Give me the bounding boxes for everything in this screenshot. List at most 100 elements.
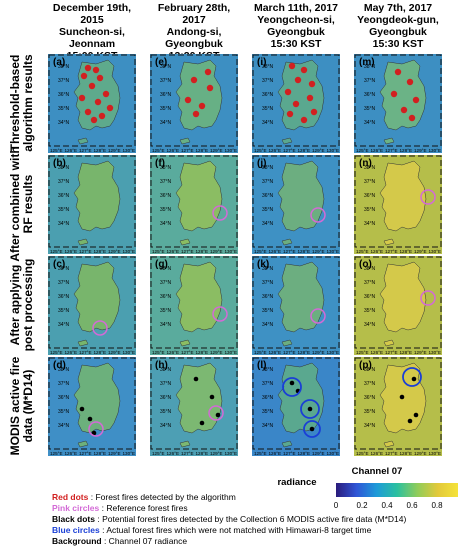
lat-tick-label: 34°N (262, 322, 274, 328)
korea-map: 38°N 37°N 36°N 35°N 34°N 125°E 126°E 127°E 128°E… (252, 155, 340, 254)
lon-tick-label: 129°E (210, 249, 223, 254)
peninsula-outline (277, 160, 325, 232)
lat-tick-label: 34°N (364, 120, 376, 126)
column-header-2: February 28th, 2017 Andong-si, Gyeongbuk… (150, 2, 238, 62)
panel-frame (150, 155, 238, 248)
korea-map: 38°N 37°N 36°N 35°N 34°N 125°E 126°E 127°E 128°E… (48, 54, 136, 153)
lon-tick-label: 126°E (65, 148, 78, 153)
lon-tick-label: 126°E (167, 350, 180, 355)
lon-tick-label: 130°E (225, 451, 238, 456)
korea-map: 38°N 37°N 36°N 35°N 34°N 125°E 126°E 127°E 128°E… (48, 256, 136, 355)
map-panel: 38°N 37°N 36°N 35°N 34°N 125°E 126°E 127°E 128°E… (150, 54, 238, 153)
column-region: Gyeongbuk (369, 26, 427, 38)
fire-detection-dot (92, 66, 100, 74)
lat-tick-label: 34°N (262, 120, 274, 126)
lon-tick-label: 126°E (269, 148, 282, 153)
fire-detection-dot (294, 76, 302, 84)
map-panel: 38°N 37°N 36°N 35°N 34°N 125°E 126°E 127°E 128°E… (48, 357, 136, 456)
map-panel: 38°N 37°N 36°N 35°N 34°N 125°E 126°E 127°E 128°E… (354, 54, 442, 153)
lat-tick-label: 37°N (58, 381, 70, 387)
lat-tick-label: 35°N (262, 106, 274, 112)
lon-tick-label: 130°E (327, 148, 340, 153)
fire-detection-dot (94, 98, 102, 106)
lon-tick-label: 126°E (65, 350, 78, 355)
reference-fire-circle (420, 189, 436, 205)
jeju-outline (281, 339, 293, 347)
lon-tick-label: 130°E (123, 148, 136, 153)
lat-tick-label: 35°N (58, 409, 70, 415)
reference-fire-circle (208, 405, 224, 421)
lon-tick-label: 126°E (65, 451, 78, 456)
colorbar-title-2: radiance (262, 477, 332, 488)
panel-label: (c) (53, 259, 66, 270)
lon-tick-label: 129°E (414, 451, 427, 456)
lat-tick-label: 34°N (160, 423, 172, 429)
legend-line-5: Background : Channel 07 radiance (52, 536, 187, 546)
column-place: Yeongcheon-si, (257, 14, 335, 26)
lon-tick-label: 130°E (327, 350, 340, 355)
jeju-outline (179, 137, 191, 145)
map-panel: 38°N 37°N 36°N 35°N 34°N 125°E 126°E 127°E 128°E… (252, 357, 340, 456)
lon-tick-label: 126°E (65, 249, 78, 254)
fire-detection-dot (284, 88, 292, 96)
fire-detection-dot (84, 64, 92, 72)
legend-key: Pink circles (52, 503, 100, 513)
modis-fire-dot (193, 376, 199, 382)
korea-map: 38°N 37°N 36°N 35°N 34°N 125°E 126°E 127°E 128°E… (354, 155, 442, 254)
fire-detection-dot (308, 80, 316, 88)
lon-tick-label: 127°E (283, 350, 296, 355)
map-panel: 38°N 37°N 36°N 35°N 34°N 125°E 126°E 127°E 128°E… (48, 256, 136, 355)
fire-detection-dot (98, 112, 106, 120)
lon-tick-label: 128°E (196, 451, 209, 456)
modis-fire-dot (413, 412, 419, 418)
lat-tick-label: 38°N (160, 266, 172, 272)
fire-detection-dot (192, 110, 200, 118)
jeju-outline (383, 339, 395, 347)
fire-detection-dot (184, 96, 192, 104)
lat-tick-label: 36°N (262, 294, 274, 300)
lon-tick-label: 128°E (94, 148, 107, 153)
lon-tick-label: 127°E (283, 451, 296, 456)
lat-tick-label: 38°N (364, 367, 376, 373)
panel-label: (k) (257, 259, 270, 270)
lat-tick-label: 38°N (160, 367, 172, 373)
lon-tick-label: 128°E (196, 249, 209, 254)
lat-tick-label: 35°N (262, 308, 274, 314)
lat-tick-label: 34°N (58, 423, 70, 429)
peninsula-outline (379, 59, 427, 131)
jeju-outline (383, 440, 395, 448)
lon-tick-label: 125°E (254, 350, 267, 355)
fire-detection-dot (406, 78, 414, 86)
column-header-4: May 7th, 2017 Yeongdeok-gun, Gyeongbuk 1… (354, 2, 442, 50)
lat-tick-label: 36°N (364, 92, 376, 98)
lon-tick-label: 130°E (429, 249, 442, 254)
reference-fire-circle (310, 308, 326, 324)
row-label-text: RF results (21, 174, 35, 234)
lat-tick-label: 37°N (160, 179, 172, 185)
jeju-outline (77, 137, 89, 145)
lon-tick-label: 129°E (312, 148, 325, 153)
lon-tick-label: 125°E (152, 350, 165, 355)
lon-tick-label: 126°E (167, 451, 180, 456)
jeju-outline (281, 238, 293, 246)
fire-detection-dot (306, 94, 314, 102)
map-panel: 38°N 37°N 36°N 35°N 34°N 125°E 126°E 127°E 128°E… (150, 357, 238, 456)
panel-frame (252, 155, 340, 248)
reference-fire-circle (420, 290, 436, 306)
peninsula-outline (175, 59, 223, 131)
jeju-outline (77, 339, 89, 347)
modis-fire-dot (91, 430, 97, 436)
lon-tick-label: 128°E (94, 451, 107, 456)
row-label-text: MODIS active fire (8, 356, 22, 456)
lon-tick-label: 125°E (50, 451, 63, 456)
lon-tick-label: 130°E (429, 350, 442, 355)
reference-fire-circle (212, 306, 228, 322)
map-panel: 38°N 37°N 36°N 35°N 34°N 125°E 126°E 127°E 128°E… (354, 155, 442, 254)
lon-tick-label: 126°E (371, 350, 384, 355)
lon-tick-label: 128°E (298, 148, 311, 153)
fire-detection-dot (288, 62, 296, 70)
panel-frame (354, 256, 442, 349)
lat-tick-label: 34°N (58, 120, 70, 126)
jeju-outline (383, 137, 395, 145)
legend-text: : Channel 07 radiance (101, 536, 188, 546)
